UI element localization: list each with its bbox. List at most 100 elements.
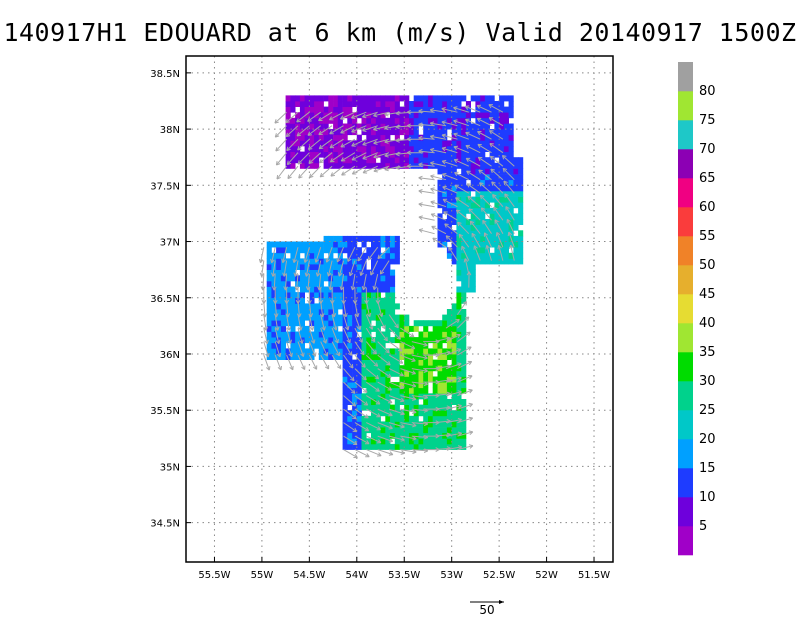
- wind-cell: [299, 241, 305, 248]
- wind-vector-head: [375, 387, 380, 392]
- wind-cell: [446, 202, 452, 209]
- colorbar-swatch: [678, 497, 693, 527]
- wind-cell: [451, 337, 457, 344]
- wind-cell: [451, 309, 457, 315]
- wind-cell: [499, 235, 505, 242]
- wind-cell: [333, 309, 339, 315]
- wind-cell: [480, 168, 486, 175]
- wind-cell: [390, 421, 396, 428]
- wind-cell: [352, 359, 358, 366]
- axis-ticks: 55.5W 55W 54.5W 54W 53.5W 53W 52.5W 52W 51.5W34.…: [150, 69, 610, 581]
- wind-vector: [471, 233, 481, 248]
- wind-cell: [451, 438, 457, 445]
- wind-cell: [266, 252, 272, 259]
- wind-cell: [385, 376, 391, 383]
- wind-cell: [432, 410, 438, 417]
- wind-vector-head: [285, 132, 291, 138]
- wind-cell: [508, 213, 514, 220]
- wind-vector: [263, 341, 269, 358]
- wind-cell: [494, 213, 500, 220]
- wind-cell: [380, 106, 386, 113]
- wind-cell: [409, 117, 415, 124]
- wind-cell: [380, 235, 386, 242]
- wind-cell: [518, 219, 524, 225]
- wind-cell: [409, 106, 415, 113]
- wind-vector: [377, 422, 393, 429]
- wind-vector: [331, 354, 342, 369]
- wind-cell: [451, 101, 457, 107]
- wind-vector-head: [406, 150, 411, 156]
- wind-cell: [347, 95, 353, 102]
- wind-cell: [371, 365, 377, 372]
- wind-vector: [453, 133, 469, 140]
- wind-cell: [390, 337, 396, 344]
- wind-vector: [274, 327, 280, 344]
- wind-vector: [366, 422, 381, 431]
- colorbar-swatch: [678, 149, 693, 179]
- wind-cell: [356, 297, 362, 304]
- wind-cell: [371, 342, 377, 349]
- wind-cell: [451, 359, 457, 366]
- wind-cell: [428, 410, 434, 417]
- wind-cell: [390, 275, 396, 282]
- wind-cell: [285, 269, 291, 276]
- wind-cell: [347, 342, 353, 349]
- wind-cell: [518, 157, 524, 164]
- wind-vector-head: [323, 352, 329, 357]
- wind-cell: [446, 185, 452, 192]
- wind-cell: [503, 241, 509, 248]
- wind-cell: [404, 387, 410, 394]
- wind-cell: [461, 117, 467, 124]
- wind-cell: [494, 207, 500, 214]
- wind-vector-head: [400, 423, 405, 429]
- wind-cell: [418, 438, 424, 445]
- wind-cell: [503, 196, 509, 203]
- wind-cell: [266, 348, 272, 355]
- wind-cell: [347, 421, 353, 428]
- wind-cell: [366, 117, 372, 124]
- wind-cell: [475, 179, 481, 186]
- wind-cell: [290, 303, 296, 310]
- wind-vector: [430, 201, 447, 208]
- wind-cell: [299, 151, 305, 158]
- wind-vector-head: [334, 339, 339, 344]
- wind-cell: [337, 348, 343, 355]
- wind-cell: [489, 101, 495, 107]
- wind-cell: [432, 320, 438, 327]
- wind-cell: [290, 320, 296, 327]
- wind-cell: [461, 230, 467, 237]
- wind-cell: [295, 129, 301, 136]
- wind-cell: [508, 140, 514, 147]
- wind-cell: [413, 112, 419, 119]
- wind-vector-head: [373, 140, 378, 145]
- wind-cell: [518, 196, 524, 203]
- wind-cell: [366, 365, 372, 372]
- wind-cell: [337, 275, 343, 282]
- wind-cell: [461, 207, 467, 214]
- wind-cell: [451, 331, 457, 338]
- wind-cell: [413, 359, 419, 366]
- wind-cell: [423, 101, 429, 107]
- wind-vector-head: [463, 258, 469, 263]
- wind-vector-head: [287, 339, 292, 344]
- colorbar-label: 35: [699, 345, 716, 360]
- wind-vector-head: [351, 142, 356, 147]
- wind-cell: [456, 157, 462, 164]
- wind-cell: [480, 179, 486, 186]
- wind-cell: [323, 235, 329, 242]
- wind-cell: [299, 95, 305, 102]
- wind-cell: [432, 393, 438, 400]
- wind-cell: [280, 303, 286, 310]
- wind-cell: [285, 112, 291, 119]
- wind-cell: [442, 314, 448, 321]
- wind-cell: [442, 337, 448, 344]
- wind-vector-head: [318, 299, 324, 304]
- wind-cell: [356, 443, 362, 450]
- wind-cell: [446, 314, 452, 321]
- wind-cell: [465, 112, 471, 119]
- wind-cell: [394, 438, 400, 445]
- wind-vector-head: [258, 258, 264, 264]
- wind-cell: [399, 365, 405, 372]
- wind-cell: [446, 354, 452, 360]
- wind-cell: [475, 101, 481, 107]
